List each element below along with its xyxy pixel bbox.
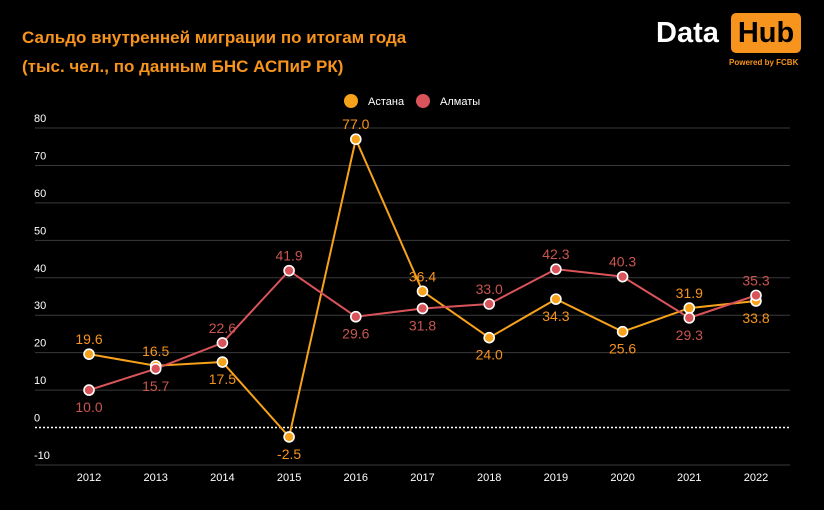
- data-label-almaty: 22.6: [209, 320, 236, 336]
- x-tick-label: 2019: [544, 472, 568, 484]
- x-tick-label: 2017: [410, 472, 434, 484]
- series-points: [83, 133, 762, 443]
- logo-hub-badge: Hub: [731, 13, 801, 53]
- data-point-almaty: [683, 312, 696, 324]
- logo-powered-text: Powered by FCBK: [729, 58, 799, 67]
- grid-lines: [35, 127, 790, 466]
- y-tick-label: 20: [34, 338, 46, 350]
- data-label-astana: 19.6: [75, 331, 102, 347]
- data-point-astana: [616, 325, 629, 338]
- data-label-astana: 25.6: [609, 341, 636, 357]
- data-label-almaty: 41.9: [275, 248, 302, 264]
- data-point-almaty: [483, 298, 496, 310]
- data-label-astana: 33.8: [742, 310, 769, 326]
- y-tick-label: 40: [34, 263, 46, 275]
- y-tick-label: 70: [34, 150, 46, 162]
- data-label-astana: 24.0: [476, 347, 503, 363]
- data-label-astana: 17.5: [209, 371, 236, 387]
- data-point-almaty: [750, 289, 762, 302]
- data-label-astana: 77.0: [342, 116, 369, 132]
- data-label-astana: 31.9: [676, 285, 703, 301]
- data-label-almaty: 15.7: [142, 378, 169, 394]
- legend-label-astana: Астана: [368, 96, 405, 108]
- data-point-almaty: [216, 337, 229, 349]
- x-axis: 2012 2013 2014 2015 2016 2017 2018 2019 2020 2021…: [77, 472, 768, 484]
- legend: Астана Алматы: [344, 94, 480, 108]
- data-point-almaty: [616, 270, 629, 283]
- data-point-astana: [550, 293, 562, 305]
- chart-title: Сальдо внутренней миграции по итогам год…: [22, 28, 407, 47]
- data-point-almaty: [149, 362, 162, 375]
- y-tick-label: 80: [34, 113, 46, 125]
- y-tick-label: 10: [34, 375, 46, 387]
- y-tick-label: 50: [34, 225, 46, 237]
- data-point-almaty: [83, 384, 95, 396]
- data-label-astana: 16.5: [142, 343, 169, 359]
- data-label-almaty: 31.8: [409, 317, 436, 333]
- x-tick-label: 2012: [77, 472, 101, 484]
- data-point-astana: [416, 285, 429, 298]
- x-tick-label: 2021: [677, 472, 701, 484]
- data-label-almaty: 10.0: [75, 399, 102, 415]
- legend-marker-almaty: [416, 94, 430, 108]
- y-axis: -10 0 10 20 30 40 50 60 70 80: [34, 113, 50, 462]
- y-tick-label: 30: [34, 300, 46, 312]
- x-tick-label: 2018: [477, 472, 501, 484]
- data-label-astana: 34.3: [542, 308, 569, 324]
- data-point-astana: [83, 348, 95, 360]
- y-tick-label: 0: [34, 413, 40, 425]
- data-point-almaty: [349, 310, 362, 323]
- data-point-astana: [349, 133, 362, 146]
- data-point-astana: [216, 356, 229, 368]
- data-point-astana: [283, 431, 295, 443]
- data-label-almaty: 29.6: [342, 326, 369, 342]
- x-tick-label: 2020: [610, 472, 634, 484]
- x-tick-label: 2013: [143, 472, 167, 484]
- data-label-almaty: 42.3: [542, 246, 569, 262]
- data-label-almaty: 29.3: [676, 327, 703, 343]
- data-point-almaty: [416, 302, 429, 315]
- datahub-logo: Data Hub Powered by FCBK: [656, 13, 801, 68]
- data-labels: 19.6 16.5 17.5 -2.5 77.0 36.4 24.0 34.3 25.6 31.9…: [75, 116, 769, 462]
- data-label-almaty: 33.0: [476, 281, 503, 297]
- y-tick-label: -10: [34, 450, 50, 462]
- x-tick-label: 2022: [744, 472, 768, 484]
- legend-label-almaty: Алматы: [440, 96, 480, 108]
- data-label-almaty: 35.3: [742, 272, 769, 288]
- y-tick-label: 60: [34, 188, 46, 200]
- x-tick-label: 2015: [277, 472, 301, 484]
- chart-subtitle: (тыс. чел., по данным БНС АСПиР РК): [22, 57, 344, 76]
- data-point-astana: [483, 331, 496, 344]
- data-label-astana: 36.4: [409, 268, 436, 284]
- data-point-almaty: [283, 264, 295, 277]
- x-tick-label: 2014: [210, 472, 234, 484]
- data-label-astana: -2.5: [277, 446, 301, 462]
- data-point-astana: [683, 302, 696, 314]
- data-point-almaty: [550, 263, 562, 275]
- data-label-almaty: 40.3: [609, 254, 636, 270]
- logo-data-text: Data: [656, 17, 719, 49]
- legend-marker-astana: [344, 94, 358, 108]
- x-tick-label: 2016: [344, 472, 368, 484]
